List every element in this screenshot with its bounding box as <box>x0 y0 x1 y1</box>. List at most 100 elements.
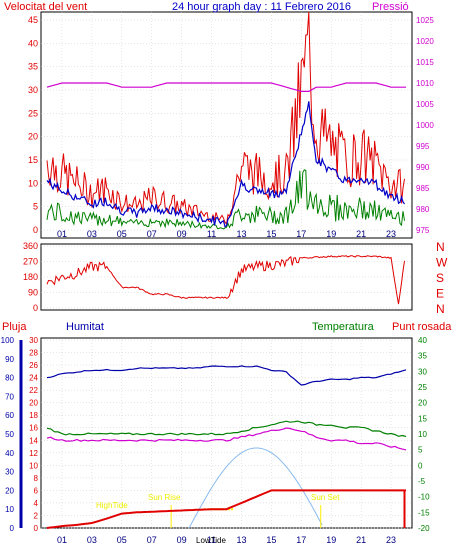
wind-x-tick-label: 03 <box>87 229 97 239</box>
rain-tick-label: 8 <box>34 474 39 483</box>
rain-tick-label: 10 <box>29 461 38 470</box>
temperature-tick-label: 25 <box>418 383 427 392</box>
wind-tick-label: 30 <box>28 85 38 95</box>
sunrise-label: Sun Rise <box>148 493 181 502</box>
wind-tick-label: 10 <box>28 178 38 188</box>
pressure-tick-label: 1010 <box>416 79 434 88</box>
wind-x-tick-label: 19 <box>326 229 336 239</box>
rain-tick-label: 4 <box>34 499 39 508</box>
temperature-tick-label: 0 <box>418 461 423 470</box>
humidity-tick-label: 80 <box>5 374 14 383</box>
humidity-x-tick-label: 11 <box>207 535 216 544</box>
wind-tick-label: 35 <box>28 62 38 72</box>
wind-tick-label: 25 <box>28 108 38 118</box>
rain-tick-label: 12 <box>29 449 38 458</box>
pressure-tick-label: 1015 <box>416 58 434 67</box>
humidity-x-tick-label: 15 <box>266 535 276 544</box>
humidity-tick-label: 30 <box>5 468 14 477</box>
rain-tick-label: 16 <box>29 424 38 433</box>
wind-x-tick-label: 21 <box>356 229 366 239</box>
humidity-x-tick-label: 19 <box>326 535 336 544</box>
wind-average-line <box>46 101 405 228</box>
humidity-line <box>46 365 407 386</box>
compass-label: E <box>436 287 444 301</box>
humidity-x-tick-label: 05 <box>117 535 127 544</box>
rain-tick-label: 18 <box>29 411 38 420</box>
wind-tick-label: 0 <box>33 225 38 235</box>
humidity-x-tick-label: 13 <box>236 535 246 544</box>
wind-tick-label: 20 <box>28 132 38 142</box>
wind-tick-label: 45 <box>28 15 38 25</box>
temperature-tick-label: 40 <box>418 336 427 345</box>
rain-line <box>46 489 406 529</box>
humidity-x-tick-label: 03 <box>87 535 97 544</box>
temperature-tick-label: 5 <box>418 446 423 455</box>
humidity-tick-label: 90 <box>5 355 14 364</box>
pressure-tick-label: 990 <box>416 163 430 172</box>
wind-tick-label: 40 <box>28 38 38 48</box>
pressure-axis-title: Pressió <box>372 1 409 13</box>
humidity-x-tick-label: 01 <box>57 535 67 544</box>
pressure-tick-label: 1025 <box>416 16 434 25</box>
humidity-x-tick-label: 09 <box>177 535 187 544</box>
direction-tick-label: 360 <box>23 241 38 251</box>
pressure-tick-label: 1005 <box>416 100 434 109</box>
wind-low-line <box>46 169 405 230</box>
temperature-tick-label: 10 <box>418 430 427 439</box>
compass-label: W <box>436 256 448 270</box>
wind-gust-line <box>46 11 405 226</box>
wind-panel-frame <box>40 11 413 239</box>
wind-tick-label: 15 <box>28 155 38 165</box>
rain-tick-label: 24 <box>29 374 38 383</box>
wind-direction-line <box>46 255 405 305</box>
temperature-tick-label: -10 <box>418 493 430 502</box>
wind-x-tick-label: 09 <box>177 229 187 239</box>
chart-title: 24 hour graph day : 11 Febrero 2016 <box>172 1 351 13</box>
wind-x-tick-label: 15 <box>266 229 276 239</box>
legend-humitat: Humitat <box>66 321 104 333</box>
humidity-x-tick-label: 21 <box>356 535 366 544</box>
direction-tick-label: 270 <box>23 257 38 267</box>
pressure-tick-label: 1000 <box>416 121 434 130</box>
wind-x-tick-label: 11 <box>207 229 216 239</box>
pressure-tick-label: 995 <box>416 142 430 151</box>
wind-x-tick-label: 17 <box>296 229 306 239</box>
legend-pluja: Pluja <box>2 321 27 333</box>
solar-curve <box>188 447 323 529</box>
dewpoint-line <box>46 427 407 451</box>
legend-temperatura: Temperatura <box>312 321 375 333</box>
hightide-label: HighTide <box>96 501 128 510</box>
humidity-tick-label: 20 <box>5 486 14 495</box>
wind-tick-label: 5 <box>33 202 38 212</box>
temperature-tick-label: 30 <box>418 367 427 376</box>
compass-label: N <box>436 302 445 316</box>
temperature-tick-label: 20 <box>418 399 427 408</box>
rain-tick-label: 20 <box>29 399 38 408</box>
direction-tick-label: 180 <box>23 272 38 282</box>
temperature-tick-label: -15 <box>418 508 430 517</box>
sunset-label: Sun Set <box>311 493 340 502</box>
rain-tick-label: 26 <box>29 361 38 370</box>
temperature-line <box>46 420 407 438</box>
humidity-tick-label: 100 <box>1 336 15 345</box>
pressure-tick-label: 1020 <box>416 37 434 46</box>
wind-x-tick-label: 01 <box>57 229 67 239</box>
rain-tick-label: 2 <box>34 511 39 520</box>
temperature-tick-label: 35 <box>418 352 427 361</box>
wind-x-tick-label: 07 <box>147 229 157 239</box>
humidity-x-tick-label: 17 <box>296 535 306 544</box>
humidity-tick-label: 0 <box>10 524 15 533</box>
rain-tick-label: 30 <box>29 336 38 345</box>
pressure-tick-label: 975 <box>416 226 430 235</box>
humidity-tick-label: 70 <box>5 392 14 401</box>
humidity-panel-frame <box>40 337 413 529</box>
wind-x-tick-label: 23 <box>386 229 396 239</box>
compass-label: N <box>436 240 445 254</box>
wind-x-tick-label: 05 <box>117 229 127 239</box>
compass-label: S <box>436 271 444 285</box>
humidity-tick-label: 40 <box>5 449 14 458</box>
temperature-tick-label: -20 <box>418 524 430 533</box>
temperature-tick-label: 15 <box>418 414 427 423</box>
